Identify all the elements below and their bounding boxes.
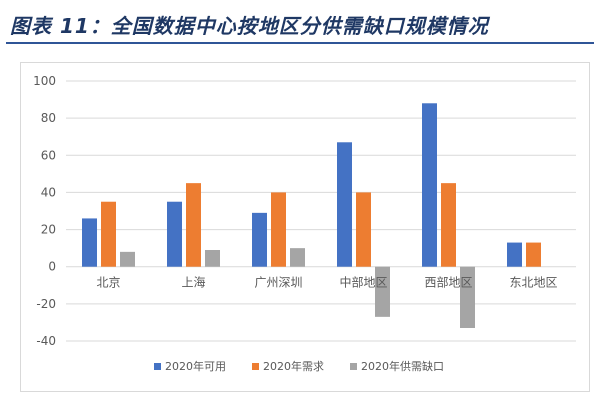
x-tick-label: 北京	[96, 276, 120, 290]
legend-label: 2020年可用	[165, 359, 226, 373]
bar	[205, 250, 220, 267]
y-tick-label: 80	[41, 111, 56, 125]
x-tick-label: 上海	[181, 275, 205, 290]
x-tick-label: 中部地区	[339, 275, 387, 290]
title-bar: 图表 11：全国数据中心按地区分供需缺口规模情况	[6, 4, 594, 44]
x-tick-label: 广州深圳	[254, 276, 302, 290]
y-tick-label: -40	[36, 334, 56, 348]
y-tick-label: 60	[41, 148, 56, 162]
bar	[460, 266, 475, 328]
page-title: 图表 11：全国数据中心按地区分供需缺口规模情况	[10, 14, 489, 38]
legend-swatch	[154, 363, 161, 370]
bar	[526, 242, 541, 267]
bar	[167, 201, 182, 267]
bar	[422, 103, 437, 267]
legend-label: 2020年需求	[263, 359, 324, 373]
y-tick-label: 100	[33, 74, 56, 88]
bar	[252, 212, 267, 267]
x-tick-label: 西部地区	[424, 275, 472, 290]
bar	[101, 201, 116, 267]
y-tick-label: 20	[41, 223, 56, 237]
bar-chart: -40 -20 0 20 40 60 80 100 北京 上海 广州深圳 中部地区 西部地区 东北地区 20…	[33, 74, 576, 373]
legend-swatch	[252, 363, 259, 370]
bar	[375, 266, 390, 317]
bar	[186, 183, 201, 267]
bar	[271, 192, 286, 267]
y-tick-label: 0	[48, 260, 56, 274]
y-tick-label: 40	[41, 185, 56, 199]
chart-frame: -40 -20 0 20 40 60 80 100 北京 上海 广州深圳 中部地区 西部地区 东北地区 20…	[20, 62, 590, 392]
bar	[290, 248, 305, 267]
bar	[337, 142, 352, 267]
legend-label: 2020年供需缺口	[361, 359, 444, 373]
bar	[507, 242, 522, 267]
x-tick-label: 东北地区	[509, 276, 557, 290]
bar	[356, 192, 371, 267]
bar	[82, 218, 97, 267]
bar	[441, 183, 456, 267]
legend-swatch	[350, 363, 357, 370]
bar	[120, 251, 135, 267]
y-tick-label: -20	[36, 297, 56, 311]
